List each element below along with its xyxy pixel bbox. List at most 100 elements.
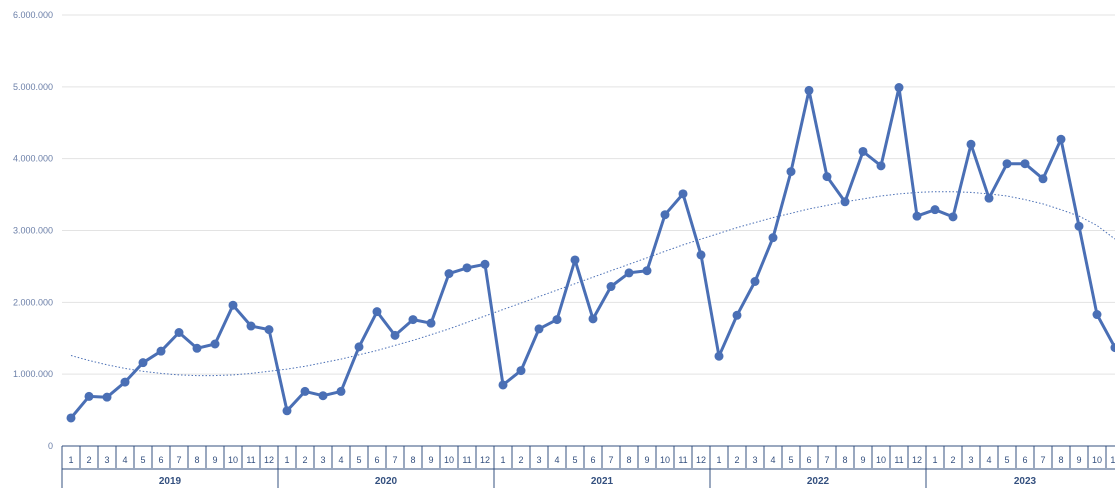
data-point bbox=[426, 318, 436, 328]
series-line bbox=[69, 86, 1115, 419]
month-tick-label: 8 bbox=[626, 455, 631, 465]
month-tick-label: 6 bbox=[806, 455, 811, 465]
data-point bbox=[282, 406, 292, 416]
month-tick-label: 4 bbox=[986, 455, 991, 465]
month-tick-label: 8 bbox=[410, 455, 415, 465]
data-point bbox=[750, 277, 760, 287]
month-tick-label: 12 bbox=[912, 455, 922, 465]
data-point bbox=[894, 83, 904, 93]
data-point bbox=[786, 167, 796, 177]
data-point bbox=[768, 233, 778, 243]
y-tick-label: 2.000.000 bbox=[13, 297, 53, 307]
month-tick-label: 5 bbox=[140, 455, 145, 465]
month-tick-label: 4 bbox=[770, 455, 775, 465]
data-point bbox=[912, 211, 922, 221]
month-tick-label: 1 bbox=[932, 455, 937, 465]
month-tick-label: 2 bbox=[518, 455, 523, 465]
month-tick-label: 10 bbox=[444, 455, 454, 465]
data-point bbox=[966, 139, 976, 149]
month-tick-label: 10 bbox=[228, 455, 238, 465]
data-point bbox=[498, 380, 508, 390]
month-tick-label: 3 bbox=[536, 455, 541, 465]
year-label: 2019 bbox=[159, 476, 182, 487]
month-tick-label: 2 bbox=[734, 455, 739, 465]
month-tick-label: 3 bbox=[752, 455, 757, 465]
data-point bbox=[714, 351, 724, 361]
data-point bbox=[408, 315, 418, 325]
data-point bbox=[210, 339, 220, 349]
data-point bbox=[858, 146, 868, 156]
month-tick-label: 5 bbox=[1004, 455, 1009, 465]
data-point bbox=[822, 172, 832, 182]
month-tick-label: 11 bbox=[894, 455, 903, 465]
data-point bbox=[156, 346, 166, 356]
data-point bbox=[552, 315, 562, 325]
y-tick-label: 1.000.000 bbox=[13, 369, 53, 379]
month-tick-label: 8 bbox=[194, 455, 199, 465]
month-tick-label: 2 bbox=[86, 455, 91, 465]
data-point bbox=[444, 269, 454, 279]
data-point bbox=[480, 259, 490, 269]
month-tick-label: 5 bbox=[356, 455, 361, 465]
data-point bbox=[372, 307, 382, 317]
data-point bbox=[642, 266, 652, 276]
data-point bbox=[516, 366, 526, 376]
month-tick-label: 8 bbox=[1058, 455, 1063, 465]
month-tick-label: 9 bbox=[860, 455, 865, 465]
month-tick-label: 8 bbox=[842, 455, 847, 465]
data-point bbox=[624, 268, 634, 278]
data-point bbox=[66, 413, 76, 423]
data-point bbox=[138, 358, 148, 368]
data-point bbox=[102, 392, 112, 402]
data-point bbox=[696, 250, 706, 260]
month-tick-label: 7 bbox=[1040, 455, 1045, 465]
data-point bbox=[876, 161, 886, 171]
gridlines bbox=[62, 14, 1115, 447]
month-tick-label: 6 bbox=[1022, 455, 1027, 465]
data-point bbox=[984, 193, 994, 203]
month-tick-label: 9 bbox=[212, 455, 217, 465]
data-point bbox=[1074, 221, 1084, 231]
data-point bbox=[120, 377, 130, 387]
data-point bbox=[930, 205, 940, 215]
month-tick-label: 6 bbox=[590, 455, 595, 465]
data-point bbox=[84, 391, 94, 401]
data-point bbox=[246, 321, 256, 331]
month-tick-label: 2 bbox=[950, 455, 955, 465]
y-tick-label: 5.000.000 bbox=[13, 82, 53, 92]
y-tick-label: 0 bbox=[48, 441, 53, 451]
month-tick-label: 5 bbox=[788, 455, 793, 465]
month-tick-label: 7 bbox=[824, 455, 829, 465]
data-point bbox=[462, 263, 472, 273]
data-point bbox=[264, 325, 274, 335]
y-axis-ticks: 0 1.000.000 2.000.000 3.000.000 4.000.000 5.0… bbox=[13, 10, 53, 451]
month-tick-label: 3 bbox=[968, 455, 973, 465]
month-tick-label: 9 bbox=[644, 455, 649, 465]
month-tick-label: 11 bbox=[246, 455, 255, 465]
year-label: 2020 bbox=[375, 476, 398, 487]
month-tick-label: 7 bbox=[392, 455, 397, 465]
month-tick-label: 1 bbox=[284, 455, 289, 465]
month-tick-label: 7 bbox=[176, 455, 181, 465]
data-point bbox=[1056, 134, 1066, 144]
month-tick-label: 12 bbox=[264, 455, 274, 465]
data-point bbox=[804, 85, 814, 95]
data-points bbox=[66, 83, 1115, 423]
month-tick-label: 5 bbox=[572, 455, 577, 465]
year-label: 2022 bbox=[807, 476, 830, 487]
month-tick-label: 10 bbox=[876, 455, 886, 465]
month-tick-label: 4 bbox=[122, 455, 127, 465]
data-point bbox=[1092, 310, 1102, 320]
month-tick-label: 2 bbox=[302, 455, 307, 465]
month-tick-label: 6 bbox=[374, 455, 379, 465]
month-tick-label: 4 bbox=[338, 455, 343, 465]
data-point bbox=[192, 343, 202, 353]
data-point bbox=[534, 324, 544, 334]
y-tick-label: 4.000.000 bbox=[13, 154, 53, 164]
data-point bbox=[390, 330, 400, 340]
month-tick-label: 4 bbox=[554, 455, 559, 465]
month-tick-label: 10 bbox=[660, 455, 670, 465]
month-tick-label: 12 bbox=[480, 455, 490, 465]
data-point bbox=[570, 255, 580, 265]
